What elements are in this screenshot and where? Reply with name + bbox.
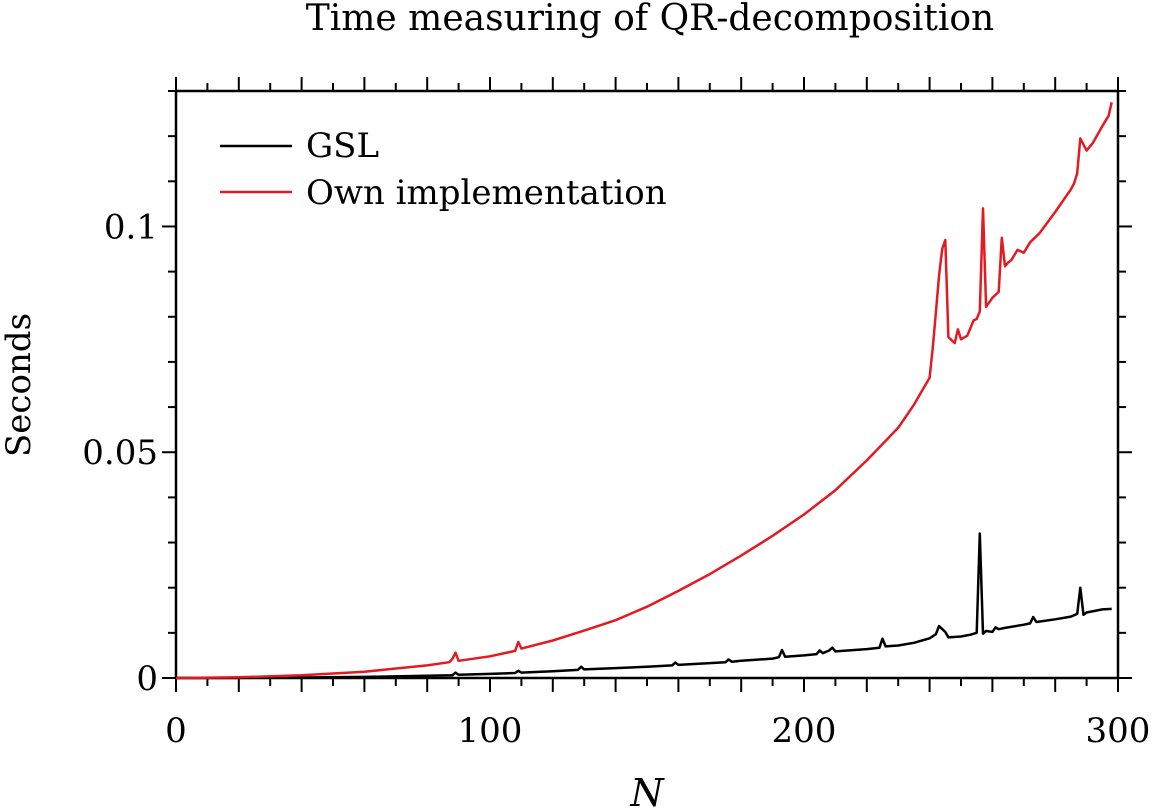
x-tick-labels: 0 100 200 300 xyxy=(165,711,1150,751)
legend: GSL Own implementation xyxy=(220,126,667,213)
y-tick-label-0: 0 xyxy=(136,659,158,699)
y-tick-label-2: 0.1 xyxy=(104,207,158,247)
x-tick-label-3: 300 xyxy=(1086,711,1151,751)
legend-label-own-implementation: Own implementation xyxy=(306,173,667,213)
x-tick-label-1: 100 xyxy=(458,711,523,751)
series-group xyxy=(175,102,1113,680)
legend-label-gsl: GSL xyxy=(306,126,379,166)
x-tick-label-0: 0 xyxy=(165,711,187,751)
y-tick-label-1: 0.05 xyxy=(82,433,158,473)
y-axis-title: Seconds xyxy=(0,313,39,457)
axis-ticks xyxy=(162,77,1132,692)
y-tick-labels: 0 0.05 0.1 xyxy=(82,207,158,699)
series-line-gsl xyxy=(175,532,1112,680)
x-axis-title: N xyxy=(629,771,665,812)
series-line-own-implementation xyxy=(175,102,1113,680)
chart-title: Time measuring of QR-decomposition xyxy=(306,0,994,39)
x-tick-label-2: 200 xyxy=(772,711,837,751)
